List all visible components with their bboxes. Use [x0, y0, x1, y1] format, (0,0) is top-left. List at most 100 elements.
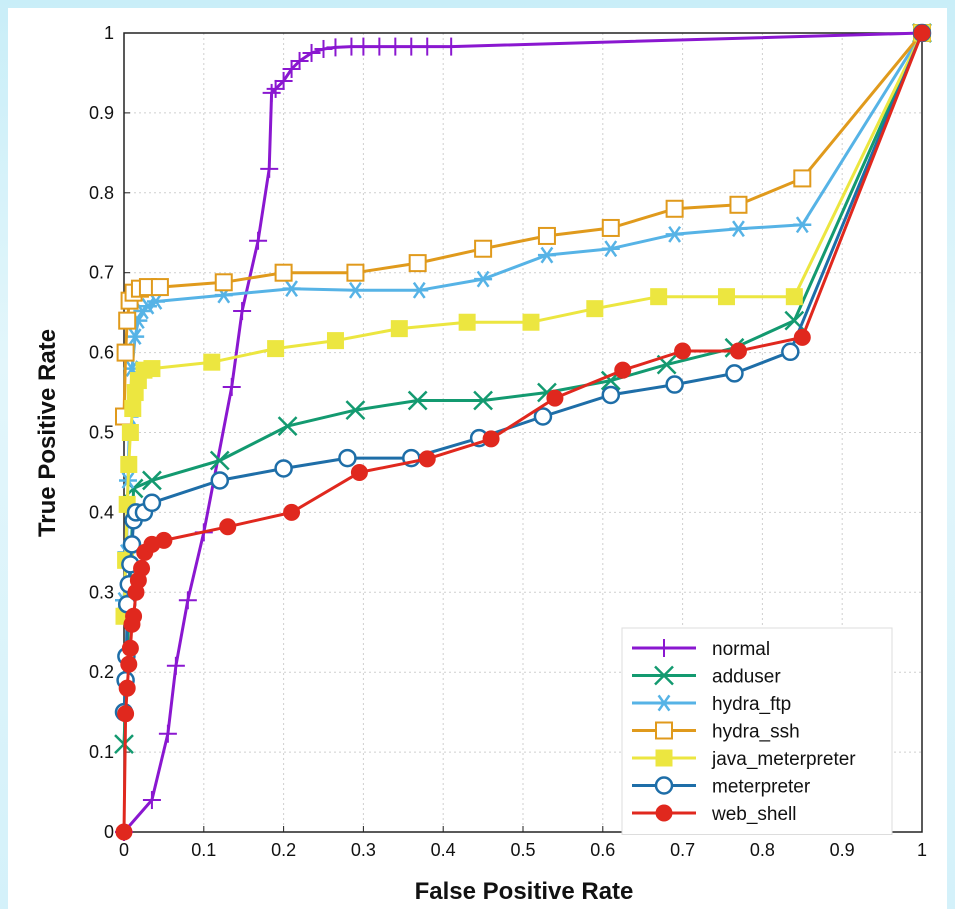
legend-item-meterpreter: meterpreter	[632, 776, 811, 798]
series-normal	[115, 24, 931, 841]
y-tick-label: 0	[104, 822, 114, 842]
data-point-normal	[178, 591, 197, 610]
data-point-meterpreter	[725, 364, 744, 383]
data-point-meterpreter	[274, 459, 293, 478]
data-point-normal	[282, 59, 301, 78]
data-point-hydra-ftp	[282, 280, 301, 298]
data-point-adduser	[407, 390, 428, 411]
data-point-normal	[418, 37, 437, 56]
data-point-web-shell	[793, 328, 811, 346]
x-tick-label: 0.5	[510, 840, 535, 860]
data-point-web-shell	[729, 342, 747, 360]
data-point-hydra-ftp	[793, 216, 812, 234]
legend-item-hydra-ftp: hydra_ftp	[632, 694, 791, 715]
data-point-meterpreter	[781, 342, 800, 362]
data-point-web-shell	[120, 655, 138, 673]
data-point-hydra-ssh	[118, 311, 137, 330]
data-point-java-meterpreter	[785, 288, 803, 306]
data-point-web-shell	[913, 24, 931, 42]
data-point-normal	[274, 71, 293, 90]
x-tick-label: 0.4	[431, 840, 456, 860]
series-hydra-ssh	[115, 24, 931, 426]
legend-marker	[655, 721, 673, 740]
data-point-meterpreter	[665, 375, 684, 394]
data-point-meterpreter	[122, 535, 142, 554]
data-point-java-meterpreter	[458, 313, 476, 331]
data-point-web-shell	[121, 639, 139, 657]
data-point-java-meterpreter	[326, 332, 344, 350]
data-point-java-meterpreter	[143, 360, 161, 378]
data-point-hydra-ftp	[146, 293, 165, 310]
data-point-java-meterpreter	[120, 455, 138, 473]
legend-marker	[654, 776, 674, 795]
axis-ticks: 00 0.1 0.1 0.2 0.2 0.3 0.3 0.4 0.4 0.5 0.5 0.6 0.6 0.…	[89, 23, 927, 860]
data-point-java-meterpreter	[203, 353, 221, 371]
legend-marker	[655, 749, 673, 767]
y-tick-label: 0.9	[89, 103, 114, 123]
legend: normal adduser hydra_ftp hydra_ssh java_mete…	[621, 627, 893, 835]
data-point-adduser	[473, 390, 493, 411]
data-point-normal	[442, 37, 461, 56]
legend-marker	[655, 639, 673, 657]
data-point-hydra-ssh	[793, 169, 812, 188]
data-point-hydra-ssh	[537, 226, 556, 245]
x-tick-label: 0.9	[830, 840, 855, 860]
data-point-hydra-ftp	[410, 281, 429, 299]
y-tick-label: 0.5	[89, 423, 114, 443]
y-axis-label: True Positive Rate	[34, 329, 61, 537]
data-point-normal	[222, 377, 241, 396]
data-point-web-shell	[482, 430, 500, 448]
data-point-web-shell	[614, 361, 632, 379]
series-group	[114, 23, 932, 841]
data-point-normal	[158, 724, 177, 743]
data-point-normal	[142, 791, 161, 810]
data-point-hydra-ssh	[408, 254, 427, 273]
data-point-web-shell	[125, 607, 143, 625]
data-point-web-shell	[117, 705, 135, 723]
x-tick-label: 0.6	[590, 840, 615, 860]
data-point-normal	[266, 79, 285, 98]
x-tick-label: 0.7	[670, 840, 695, 860]
data-point-hydra-ssh	[601, 218, 620, 237]
data-point-java-meterpreter	[121, 424, 139, 441]
data-point-normal	[370, 37, 389, 56]
legend-item-hydra-ssh: hydra_ssh	[632, 721, 800, 743]
data-point-hydra-ftp	[346, 281, 365, 299]
y-tick-label: 0.8	[89, 183, 114, 203]
data-point-normal	[354, 37, 373, 56]
data-point-adduser	[277, 416, 298, 436]
x-tick-label: 0.1	[191, 840, 216, 860]
x-tick-label: 0	[119, 840, 129, 860]
data-point-web-shell	[133, 559, 151, 577]
data-point-java-meterpreter	[124, 400, 142, 418]
legend-label: meterpreter	[712, 777, 811, 798]
data-point-java-meterpreter	[586, 300, 604, 318]
y-tick-label: 1	[104, 23, 114, 43]
legend-label: web_shell	[711, 804, 797, 825]
data-point-java-meterpreter	[522, 313, 540, 331]
data-point-normal	[314, 39, 333, 58]
y-tick-label: 0.7	[89, 263, 114, 283]
data-point-normal	[402, 37, 421, 56]
data-point-normal	[260, 159, 279, 178]
data-point-hydra-ssh	[116, 343, 135, 362]
data-point-adduser	[345, 400, 366, 421]
data-point-web-shell	[674, 342, 692, 360]
data-point-hydra-ssh	[474, 239, 493, 258]
data-point-normal	[249, 231, 268, 250]
data-point-web-shell	[118, 679, 136, 697]
x-tick-label: 0.8	[750, 840, 775, 860]
legend-label: normal	[712, 639, 770, 660]
x-tick-label: 1	[917, 840, 927, 860]
legend-marker	[654, 665, 674, 686]
data-point-meterpreter	[533, 407, 553, 426]
x-axis-label: False Positive Rate	[415, 878, 634, 905]
legend-label: hydra_ftp	[712, 694, 791, 715]
data-point-hydra-ftp	[601, 240, 620, 258]
data-point-meterpreter	[601, 385, 621, 405]
data-point-adduser	[142, 470, 162, 491]
y-tick-label: 0.2	[89, 662, 114, 682]
y-tick-label: 0.6	[89, 343, 114, 363]
data-point-hydra-ssh	[665, 199, 684, 218]
data-point-normal	[233, 302, 252, 321]
